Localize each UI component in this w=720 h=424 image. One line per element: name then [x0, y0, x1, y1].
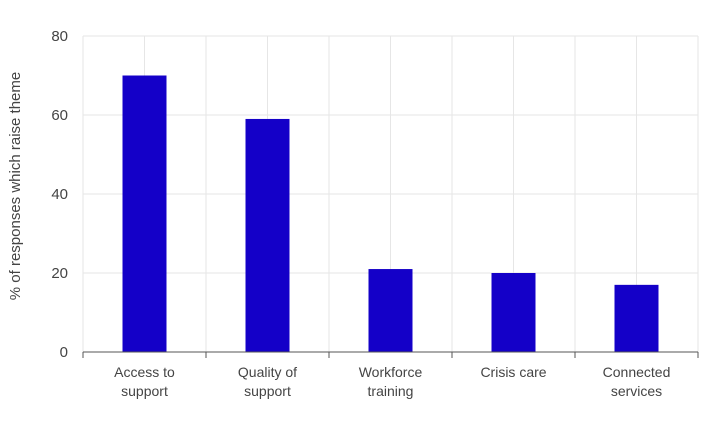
bar	[614, 284, 659, 352]
x-tick-label-line: training	[368, 383, 414, 399]
bar	[368, 269, 413, 352]
x-tick-label: Crisis care	[480, 364, 546, 380]
bars	[122, 75, 659, 352]
y-tick-label: 60	[51, 107, 68, 124]
y-tick-label: 40	[51, 186, 68, 203]
tick-labels: 0 20 40 60 80 Access to support Quality of suppo…	[51, 28, 670, 399]
x-tick-label-line: Crisis care	[480, 364, 546, 380]
x-tick-label-line: services	[611, 383, 662, 399]
x-tick-label-line: Quality of	[238, 364, 297, 380]
y-tick-label: 80	[51, 28, 68, 45]
axes	[82, 351, 699, 358]
y-tick-label: 0	[60, 344, 68, 361]
x-tick-label-line: support	[244, 383, 291, 399]
x-tick-label-line: Workforce	[359, 364, 423, 380]
x-tick-label-line: Access to	[114, 364, 175, 380]
x-tick-label-line: Connected	[603, 364, 671, 380]
y-axis-label: % of responses which raise theme	[7, 72, 24, 300]
x-tick-label: Connected services	[603, 364, 671, 399]
x-tick-label: Workforce training	[359, 364, 423, 399]
bar	[491, 273, 536, 352]
x-tick-label-line: support	[121, 383, 168, 399]
bar	[245, 118, 290, 352]
bar	[122, 75, 167, 352]
x-tick-label: Quality of support	[238, 364, 297, 399]
y-tick-label: 20	[51, 265, 68, 282]
x-tick-label: Access to support	[114, 364, 175, 399]
